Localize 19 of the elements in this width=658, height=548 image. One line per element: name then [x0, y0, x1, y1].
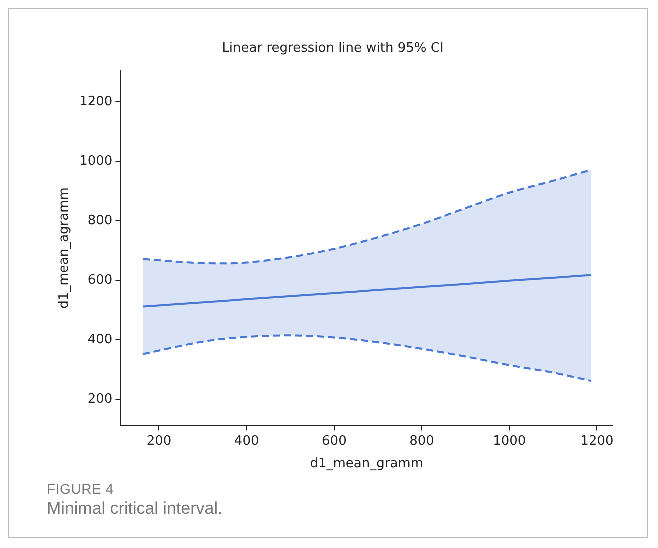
y-tick-label: 200: [88, 392, 113, 407]
x-axis-title: d1_mean_gramm: [310, 456, 424, 472]
x-tick-label: 800: [410, 434, 434, 449]
text: Minimal critical interval.: [47, 499, 223, 519]
y-tick-label: 600: [88, 273, 113, 288]
x-tick-label: 600: [322, 434, 347, 449]
y-axis-title: d1_mean_agramm: [57, 188, 72, 309]
y-tick-label: 1200: [80, 94, 113, 110]
x-tick-label: 400: [234, 434, 260, 449]
x-tick-label: 1000: [493, 434, 526, 449]
caption: FIGURE 4: [47, 481, 115, 497]
x-tick-label: 200: [146, 434, 172, 449]
y-tick-label: 400: [88, 332, 113, 348]
y-tick-label: 1000: [80, 154, 113, 170]
chart-title: Linear regression line with 95% CI: [222, 41, 444, 56]
line-series: [142, 334, 593, 382]
x-tick-label: 1200: [580, 434, 614, 449]
line-series: [142, 274, 593, 308]
y-tick-label: 800: [88, 214, 113, 229]
